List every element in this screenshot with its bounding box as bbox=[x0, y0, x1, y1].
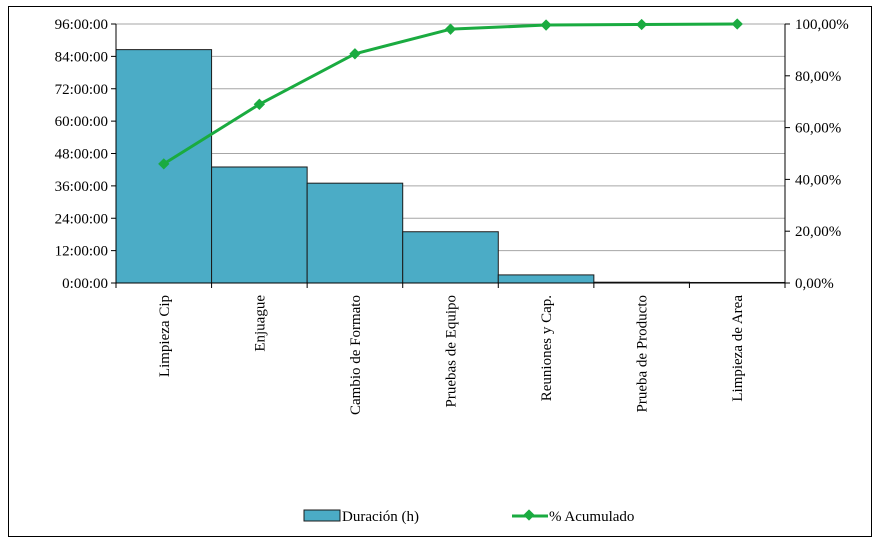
category-label: Pruebas de Equipo bbox=[444, 295, 460, 407]
left-tick-label: 24:00:00 bbox=[55, 211, 108, 227]
left-axis-ticks: 0:00:00 12:00:00 24:00:00 36:00:00 48:00:00 6… bbox=[55, 17, 116, 292]
bar-reuniones-y-cap bbox=[497, 274, 595, 284]
cumulative-point bbox=[731, 18, 743, 30]
cumulative-point bbox=[540, 19, 552, 31]
left-tick-label: 36:00:00 bbox=[55, 179, 108, 195]
category-label: Enjuague bbox=[252, 295, 268, 352]
left-tick-label: 60:00:00 bbox=[55, 114, 108, 130]
category-label: Limpieza de Area bbox=[730, 295, 746, 402]
category-label: Prueba de Producto bbox=[635, 295, 651, 412]
left-tick-label: 72:00:00 bbox=[55, 82, 108, 98]
cumulative-line-path bbox=[162, 22, 738, 166]
cumulative-point bbox=[158, 158, 170, 170]
legend-label-duracion: Duración (h) bbox=[342, 509, 419, 525]
category-label: Limpieza Cip bbox=[157, 295, 173, 377]
legend-marker-acumulado bbox=[523, 509, 535, 521]
right-tick-label: 60,00% bbox=[795, 121, 841, 137]
bars bbox=[115, 49, 786, 284]
bar-enjuague bbox=[211, 166, 308, 284]
cumulative-point bbox=[349, 48, 361, 60]
right-tick-label: 0,00% bbox=[795, 276, 834, 292]
cumulative-point bbox=[444, 23, 457, 35]
right-tick-label: 100,00% bbox=[795, 17, 849, 33]
bar-cambio-de-formato bbox=[306, 182, 404, 284]
left-tick-label: 96:00:00 bbox=[55, 17, 108, 33]
legend: Duración (h) % Acumulado bbox=[303, 509, 634, 525]
left-tick-label: 84:00:00 bbox=[55, 49, 108, 65]
right-tick-label: 20,00% bbox=[795, 224, 841, 240]
cumulative-point bbox=[635, 18, 648, 31]
cumulative-line bbox=[158, 18, 743, 170]
left-tick-label: 48:00:00 bbox=[55, 147, 108, 163]
legend-swatch-duracion bbox=[303, 509, 341, 522]
category-label: Reuniones y Cap. bbox=[539, 295, 555, 401]
right-tick-label: 80,00% bbox=[795, 69, 841, 85]
right-axis-ticks: 0,00% 20,00% 40,00% 60,00% 80,00% 100,00% bbox=[785, 17, 849, 292]
bar-pruebas-de-equipo bbox=[402, 231, 499, 284]
left-tick-label: 12:00:00 bbox=[55, 244, 108, 260]
legend-label-acumulado: % Acumulado bbox=[549, 509, 634, 525]
category-labels: Limpieza Cip Enjuague Cambio de Formato Pru… bbox=[157, 295, 746, 415]
category-label: Cambio de Formato bbox=[348, 295, 364, 415]
left-tick-label: 0:00:00 bbox=[62, 276, 108, 292]
right-tick-label: 40,00% bbox=[795, 172, 841, 188]
